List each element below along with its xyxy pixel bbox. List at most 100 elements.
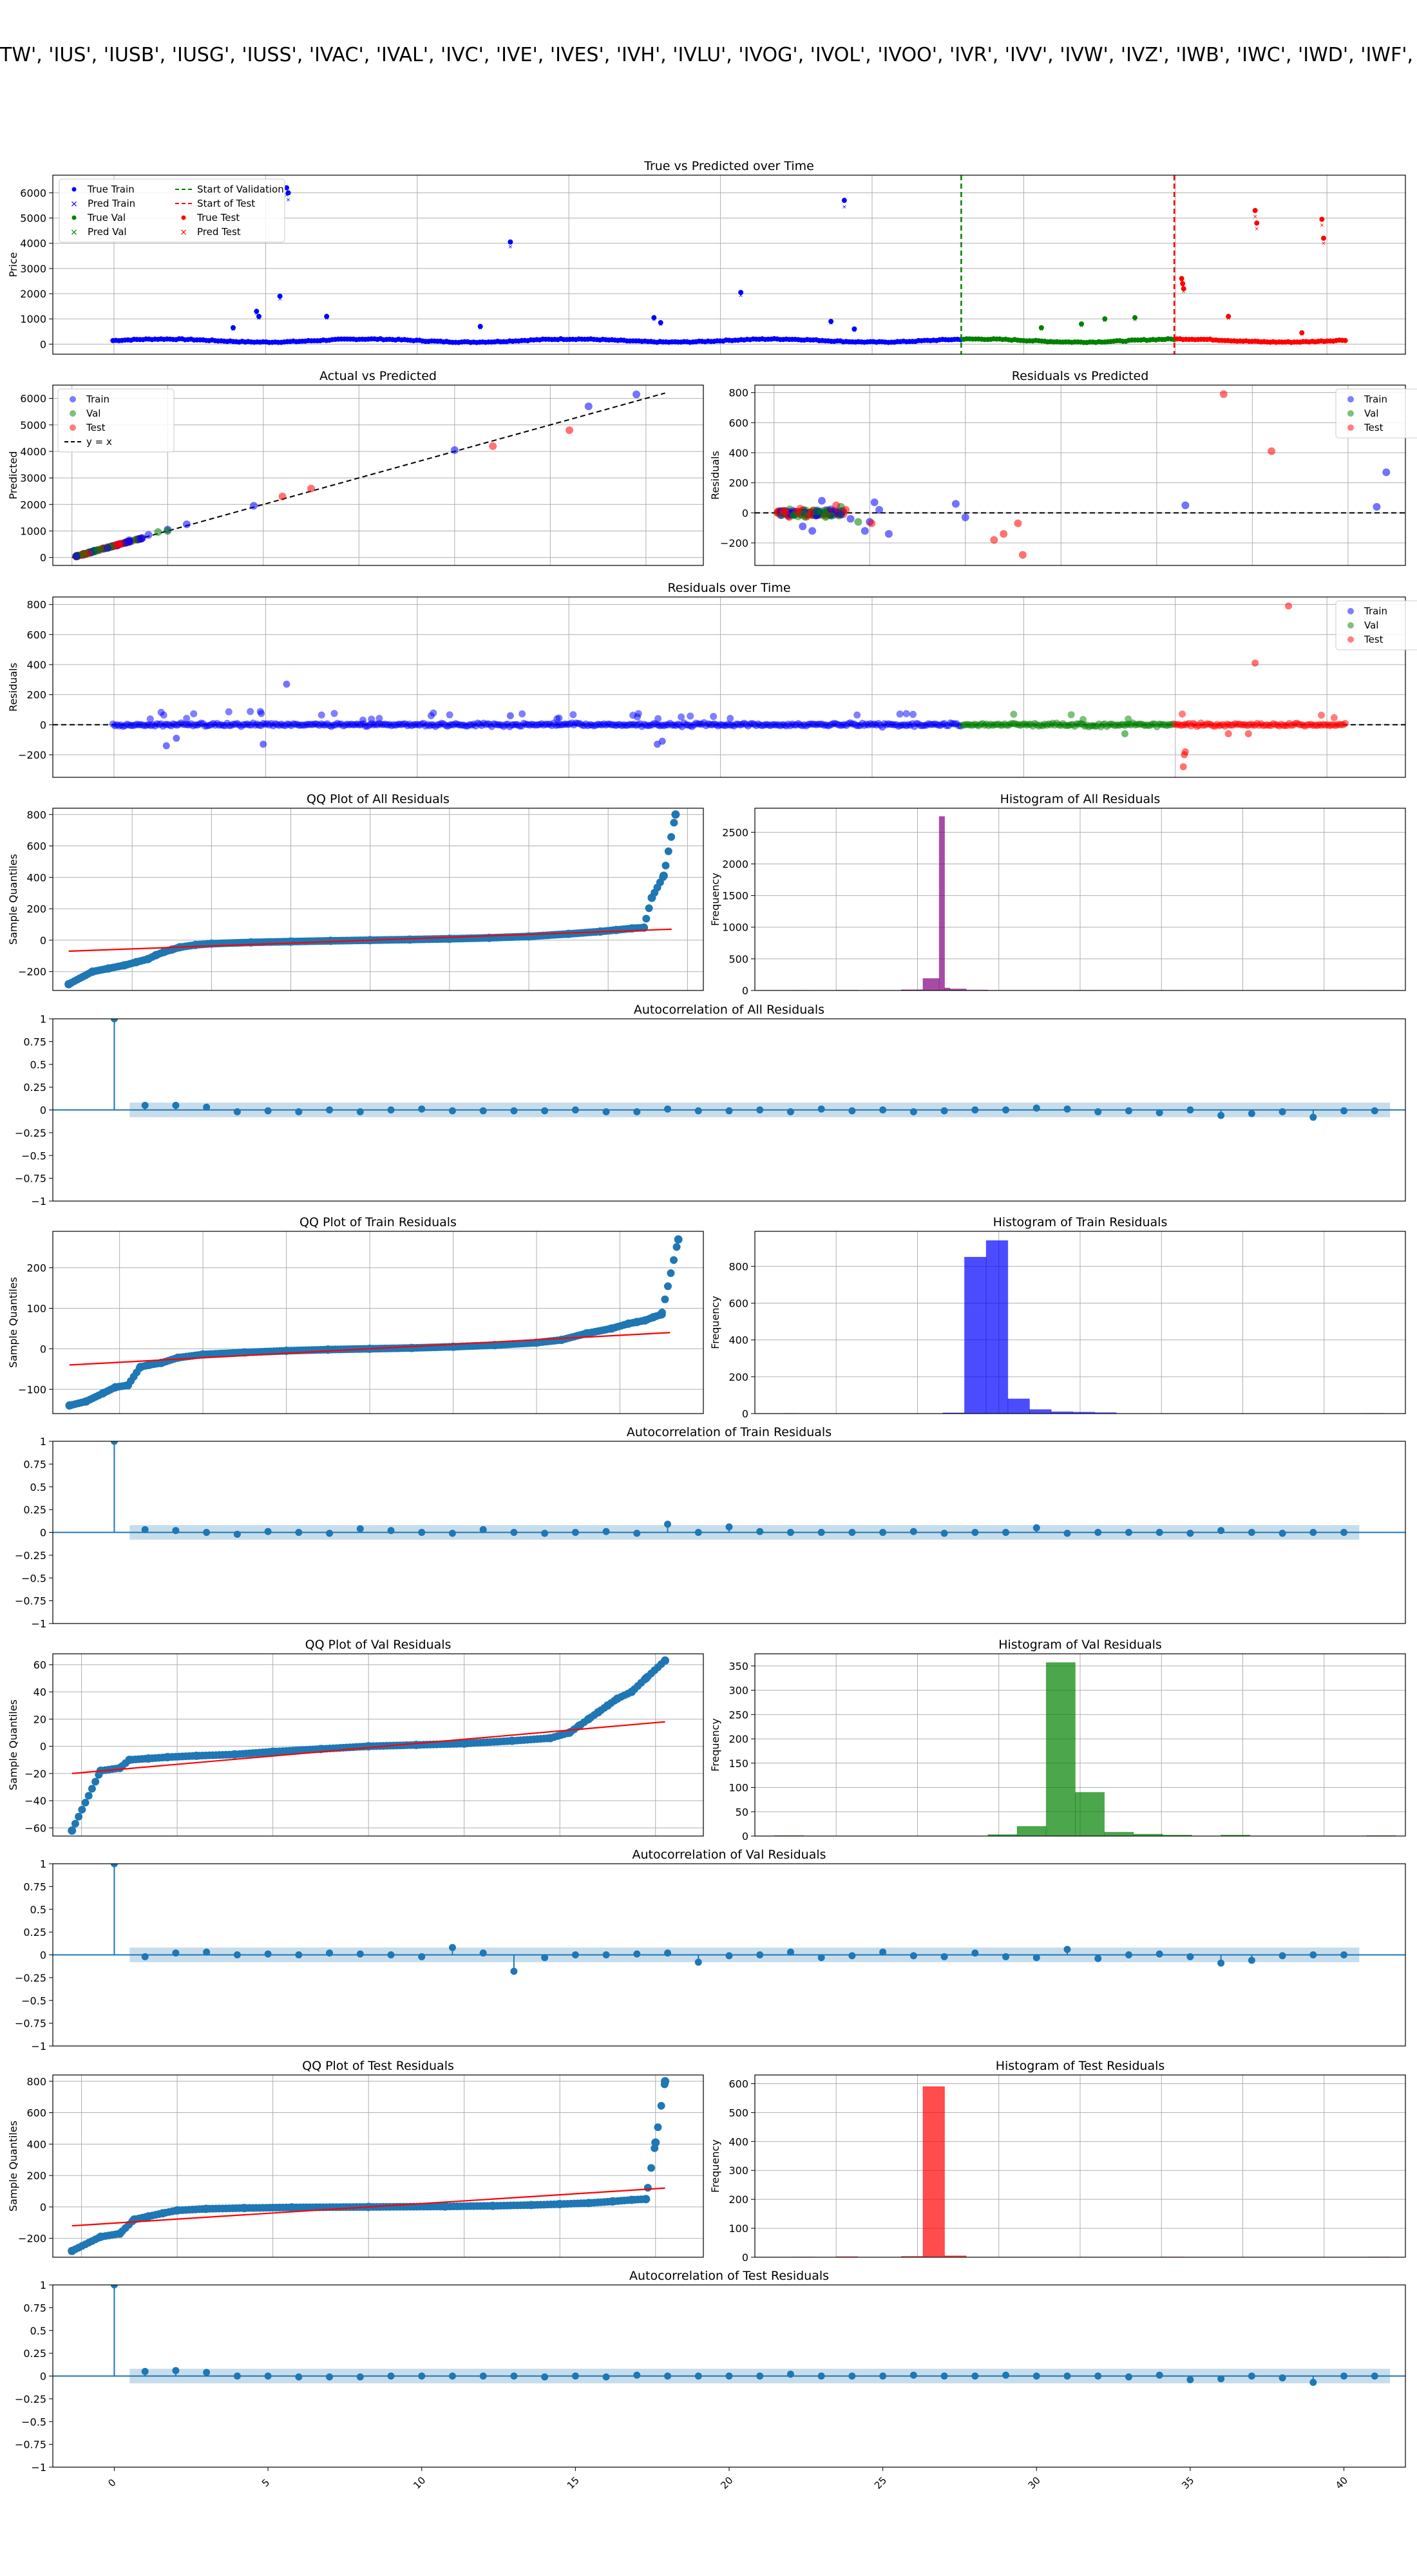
data-point-test — [1014, 519, 1022, 527]
y-tick-label: 600 — [26, 2107, 46, 2119]
x-tick-label: 40 — [1333, 2474, 1350, 2491]
data-point-train — [828, 319, 834, 325]
acf-point — [233, 2372, 241, 2380]
qq-point — [136, 1363, 145, 1372]
legend-label: Pred Train — [88, 198, 135, 209]
acf-point — [633, 2371, 641, 2379]
y-tick-label: 1 — [40, 1858, 46, 1870]
acf-point — [725, 2372, 733, 2380]
pred-point-test: × — [1254, 226, 1259, 232]
y-tick-label: 0 — [40, 1741, 46, 1753]
qq-point — [661, 2077, 670, 2086]
y-tick-label: 0 — [742, 1830, 748, 1842]
data-point-train — [256, 314, 262, 319]
y-tick-label: 0 — [40, 338, 46, 350]
data-point-test — [1251, 659, 1259, 667]
acf-point — [510, 1107, 518, 1115]
x-tick-label: 30 — [1026, 2474, 1043, 2491]
legend-marker — [1347, 622, 1354, 629]
pred-point-test: × — [1226, 316, 1231, 322]
data-point-val — [1079, 715, 1087, 723]
legend-marker — [1347, 410, 1354, 417]
qq-point — [326, 936, 335, 945]
axes-title: Autocorrelation of Train Residuals — [627, 1425, 832, 1439]
y-tick-label: 800 — [728, 1260, 748, 1273]
histogram-bar — [1045, 1662, 1076, 1836]
qq-point — [124, 1381, 133, 1390]
y-tick-label: 1 — [40, 2279, 46, 2291]
data-point-train — [162, 742, 170, 750]
data-point-test — [1342, 337, 1348, 343]
qq-point — [84, 1792, 93, 1800]
qq-point — [115, 2229, 124, 2238]
y-tick-label: 200 — [728, 2193, 748, 2206]
acf-point — [879, 1529, 887, 1536]
pred-point-train: × — [284, 192, 289, 198]
data-point-train — [477, 323, 483, 329]
y-tick-label: 0 — [742, 985, 748, 997]
qq-point — [532, 1338, 541, 1347]
acf-point — [664, 1949, 672, 1957]
histogram-bar — [1016, 1826, 1047, 1836]
x-tick-label: 0 — [106, 2477, 118, 2489]
axes-rot: −200 0 200 400 600 800 Residuals over Time Resi… — [7, 581, 1417, 778]
axes-title: Histogram of All Residuals — [1000, 792, 1161, 806]
acf-point — [1063, 2372, 1071, 2380]
histogram-bar — [922, 2086, 946, 2257]
qq-point — [65, 1401, 74, 1410]
acf-point — [1309, 1529, 1317, 1536]
qq-point — [173, 1353, 182, 1362]
qq-point — [627, 2195, 636, 2204]
data-point-test — [1268, 447, 1276, 455]
legend-marker — [70, 424, 76, 431]
data-point-train — [884, 530, 893, 538]
acf-point — [756, 1528, 764, 1535]
y-tick-label: 40 — [33, 1686, 46, 1698]
data-point-test — [1226, 314, 1232, 319]
acf-point — [571, 2372, 579, 2380]
acf-point — [909, 2371, 917, 2379]
qq-point — [287, 937, 296, 946]
acf-point — [1032, 1104, 1040, 1112]
acf-point — [940, 1107, 948, 1115]
qq-point — [584, 1714, 593, 1723]
y-axis-label: Sample Quantiles — [7, 854, 19, 945]
qq-point — [524, 932, 533, 941]
data-point-train — [658, 737, 666, 745]
pred-point-test: × — [1320, 222, 1325, 229]
acf-point — [786, 1948, 794, 1956]
y-tick-label: 1500 — [722, 890, 748, 902]
histogram-bar — [1162, 1834, 1192, 1836]
y-tick-label: 200 — [26, 1262, 46, 1274]
y-tick-label: 800 — [728, 387, 748, 399]
axes-title: Histogram of Test Residuals — [996, 2059, 1165, 2073]
data-point-train — [870, 498, 879, 506]
axes-title: Actual vs Predicted — [319, 369, 437, 383]
plot-area — [53, 2285, 1405, 2386]
y-tick-label: −0.5 — [21, 1994, 46, 2007]
acf-point — [909, 1108, 917, 1115]
acf-point — [725, 1523, 733, 1531]
acf-point — [1186, 1106, 1194, 1113]
qq-point — [575, 1721, 584, 1730]
data-point-train — [283, 680, 290, 688]
acf-point — [1279, 1952, 1286, 1960]
axes-title: True vs Predicted over Time — [643, 159, 814, 173]
acf-point — [387, 1951, 395, 1958]
pred-point-train: × — [324, 316, 329, 322]
acf-point — [1340, 1529, 1348, 1536]
legend-label: Start of Validation — [197, 184, 284, 195]
plot-area — [53, 1654, 703, 1836]
qq-point — [647, 2164, 656, 2172]
y-tick-label: 600 — [728, 417, 748, 429]
acf-point — [1032, 1524, 1040, 1531]
plot-area — [53, 1231, 703, 1414]
axes-title: QQ Plot of Train Residuals — [300, 1215, 457, 1229]
acf-point — [1371, 2372, 1378, 2380]
acf-point — [1248, 1529, 1255, 1536]
data-point-train — [160, 711, 167, 719]
y-tick-label: 50 — [736, 1806, 748, 1818]
y-tick-label: 200 — [728, 1733, 748, 1745]
y-tick-label: 0.25 — [23, 1926, 46, 1938]
qq-point — [125, 1756, 134, 1765]
